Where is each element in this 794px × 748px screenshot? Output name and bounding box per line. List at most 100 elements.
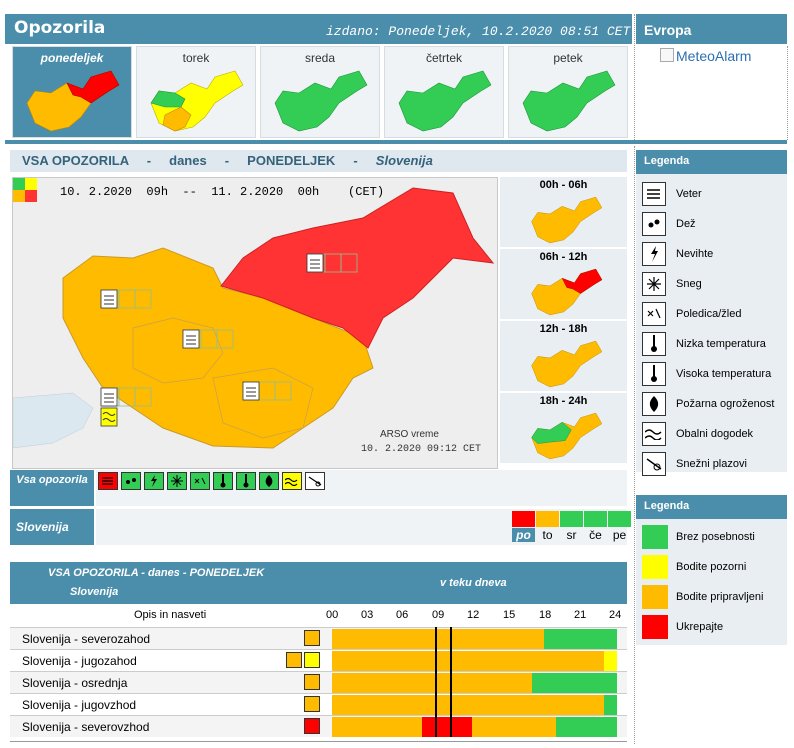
tab-label: petek (553, 51, 583, 65)
region-name: Slovenija - jugovzhod (22, 698, 137, 712)
wind-icon[interactable] (304, 674, 320, 690)
tab-sreda[interactable]: sreda (260, 46, 380, 138)
issued-timestamp: izdano: Ponedeljek, 10.2.2020 08:51 CET (326, 24, 631, 39)
fire-icon (642, 392, 666, 416)
tab-torek[interactable]: torek (136, 46, 256, 138)
wind-icon[interactable] (304, 696, 320, 712)
broken-image-icon (660, 48, 674, 62)
europe-title: Evropa (644, 22, 692, 38)
table-row[interactable]: Slovenija - osrednja (10, 671, 627, 693)
wind-icon (642, 182, 666, 206)
warning-type-strip (96, 470, 627, 506)
table-bottom-border (10, 741, 627, 742)
ice-icon[interactable] (190, 472, 210, 490)
fire-icon[interactable] (259, 472, 279, 490)
hour-label: 00 (326, 609, 339, 621)
low-temperature-icon[interactable] (213, 472, 233, 490)
legend-label: Bodite pozorni (676, 561, 747, 573)
legend-label: Visoka temperatura (676, 368, 772, 380)
segment-map (531, 340, 603, 388)
region-name: Slovenija - severozahod (22, 632, 151, 646)
table-title: VSA OPOZORILA - danes - PONEDELJEK (48, 567, 265, 579)
tab-ponedeljek[interactable]: ponedeljek (12, 46, 132, 138)
tab-label: ponedeljek (40, 51, 104, 65)
legend-label: Nizka temperatura (676, 338, 766, 350)
header-bar (5, 14, 632, 44)
day-code-to[interactable]: to (542, 528, 553, 542)
section-d2: - (224, 153, 230, 168)
segment-00-06[interactable]: 00h - 06h (500, 177, 627, 247)
ice-icon (642, 302, 666, 326)
table-row[interactable]: Slovenija - severovzhod (10, 715, 627, 737)
day-code-pe[interactable]: pe (612, 528, 627, 542)
day-code-po[interactable]: po (512, 528, 535, 542)
section-d3: - (353, 153, 358, 168)
wind-icon[interactable] (304, 630, 320, 646)
segment-18-24[interactable]: 18h - 24h (500, 393, 627, 463)
section-t2: danes (169, 153, 207, 168)
hour-label: 15 (503, 609, 516, 621)
hour-label: 24 (609, 609, 622, 621)
hour-label: 03 (361, 609, 374, 621)
map-timestamp: 10. 2.2020 09:12 CET (361, 444, 482, 455)
day-color-pe (608, 511, 631, 527)
wind-icon[interactable] (304, 718, 320, 734)
table-subtitle: Slovenija (70, 586, 119, 598)
table-header (10, 562, 627, 604)
avalanche-icon (642, 452, 666, 476)
coastal-icon (642, 422, 666, 446)
section-t3: PONEDELJEK (247, 153, 336, 168)
timeline-bar (332, 673, 617, 693)
tab-cetrtek[interactable]: četrtek (384, 46, 504, 138)
section-d1: - (146, 153, 152, 168)
page-title: Opozorila (14, 18, 106, 38)
high-temperature-icon[interactable] (236, 472, 256, 490)
day-color-po (512, 511, 535, 527)
region-name: Slovenija - jugozahod (22, 654, 137, 668)
segment-12-18[interactable]: 12h - 18h (500, 321, 627, 391)
timeline-bar (332, 717, 617, 737)
mini-legend-green (13, 178, 25, 190)
timeline-bar (332, 651, 617, 671)
tab-petek[interactable]: petek (508, 46, 628, 138)
timeline-bar (332, 695, 617, 715)
tab-label: torek (182, 51, 210, 65)
legend-label: Dež (676, 218, 696, 230)
thunderstorm-icon[interactable] (144, 472, 164, 490)
day-code-sr[interactable]: sr (566, 528, 577, 542)
legend-color-yellow (642, 555, 668, 579)
segment-06-12[interactable]: 06h - 12h (500, 249, 627, 319)
hour-label: 18 (539, 609, 552, 621)
map-source: ARSO vreme (380, 429, 439, 440)
coastal-icon[interactable] (282, 472, 302, 490)
avalanche-icon[interactable] (305, 472, 325, 490)
section-t1: VSA OPOZORILA (22, 153, 129, 168)
separator (5, 140, 787, 144)
day-color-to (536, 511, 559, 527)
segment-label: 06h - 12h (539, 251, 588, 263)
wind-icon[interactable] (98, 472, 118, 490)
legend-label: Brez posebnosti (676, 531, 755, 543)
meteoalarm-link[interactable]: MeteoAlarm (660, 48, 751, 64)
table-row[interactable]: Slovenija - severozahod (10, 627, 627, 649)
legend-title: Legenda (636, 150, 787, 174)
legend-label: Ukrepajte (676, 621, 724, 633)
hour-label: 06 (396, 609, 409, 621)
rain-icon[interactable] (121, 472, 141, 490)
time-marker (435, 627, 437, 737)
slovenia-warning-map (13, 178, 497, 468)
coastal-icon[interactable] (304, 652, 320, 668)
wind-icon[interactable] (286, 652, 302, 668)
table-row[interactable]: Slovenija - jugovzhod (10, 693, 627, 715)
legend-label: Obalni dogodek (676, 428, 754, 440)
legend-color-green (642, 525, 668, 549)
snow-icon[interactable] (167, 472, 187, 490)
table-row[interactable]: Slovenija - jugozahod (10, 649, 627, 671)
time-marker (450, 627, 452, 737)
day-code-ce[interactable]: če (589, 528, 602, 542)
legend-phenomena: Legenda Veter Dež Nevihte Sneg Poledica/… (636, 150, 787, 476)
region-name: Slovenija - osrednja (22, 676, 128, 690)
tab-label: četrtek (425, 51, 462, 65)
legend-color-orange (642, 585, 668, 609)
legend-label: Nevihte (676, 248, 714, 260)
